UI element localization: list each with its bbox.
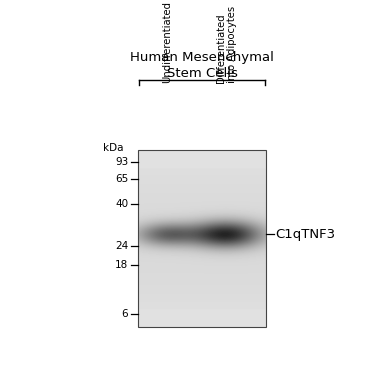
Text: 6: 6	[122, 309, 128, 319]
Text: 18: 18	[115, 260, 128, 270]
Text: 40: 40	[115, 200, 128, 209]
Text: Stem Cells: Stem Cells	[167, 67, 238, 80]
Text: Differentiated
into Adipocytes: Differentiated into Adipocytes	[216, 6, 237, 83]
Text: kDa: kDa	[104, 143, 124, 153]
Text: C1qTNF3: C1qTNF3	[275, 228, 335, 241]
Text: Undifferentiated: Undifferentiated	[162, 1, 172, 83]
Text: 93: 93	[115, 157, 128, 167]
Text: 65: 65	[115, 174, 128, 184]
Text: 24: 24	[115, 241, 128, 250]
Text: Human Mesenchymal: Human Mesenchymal	[130, 51, 274, 64]
Bar	[138, 150, 266, 327]
